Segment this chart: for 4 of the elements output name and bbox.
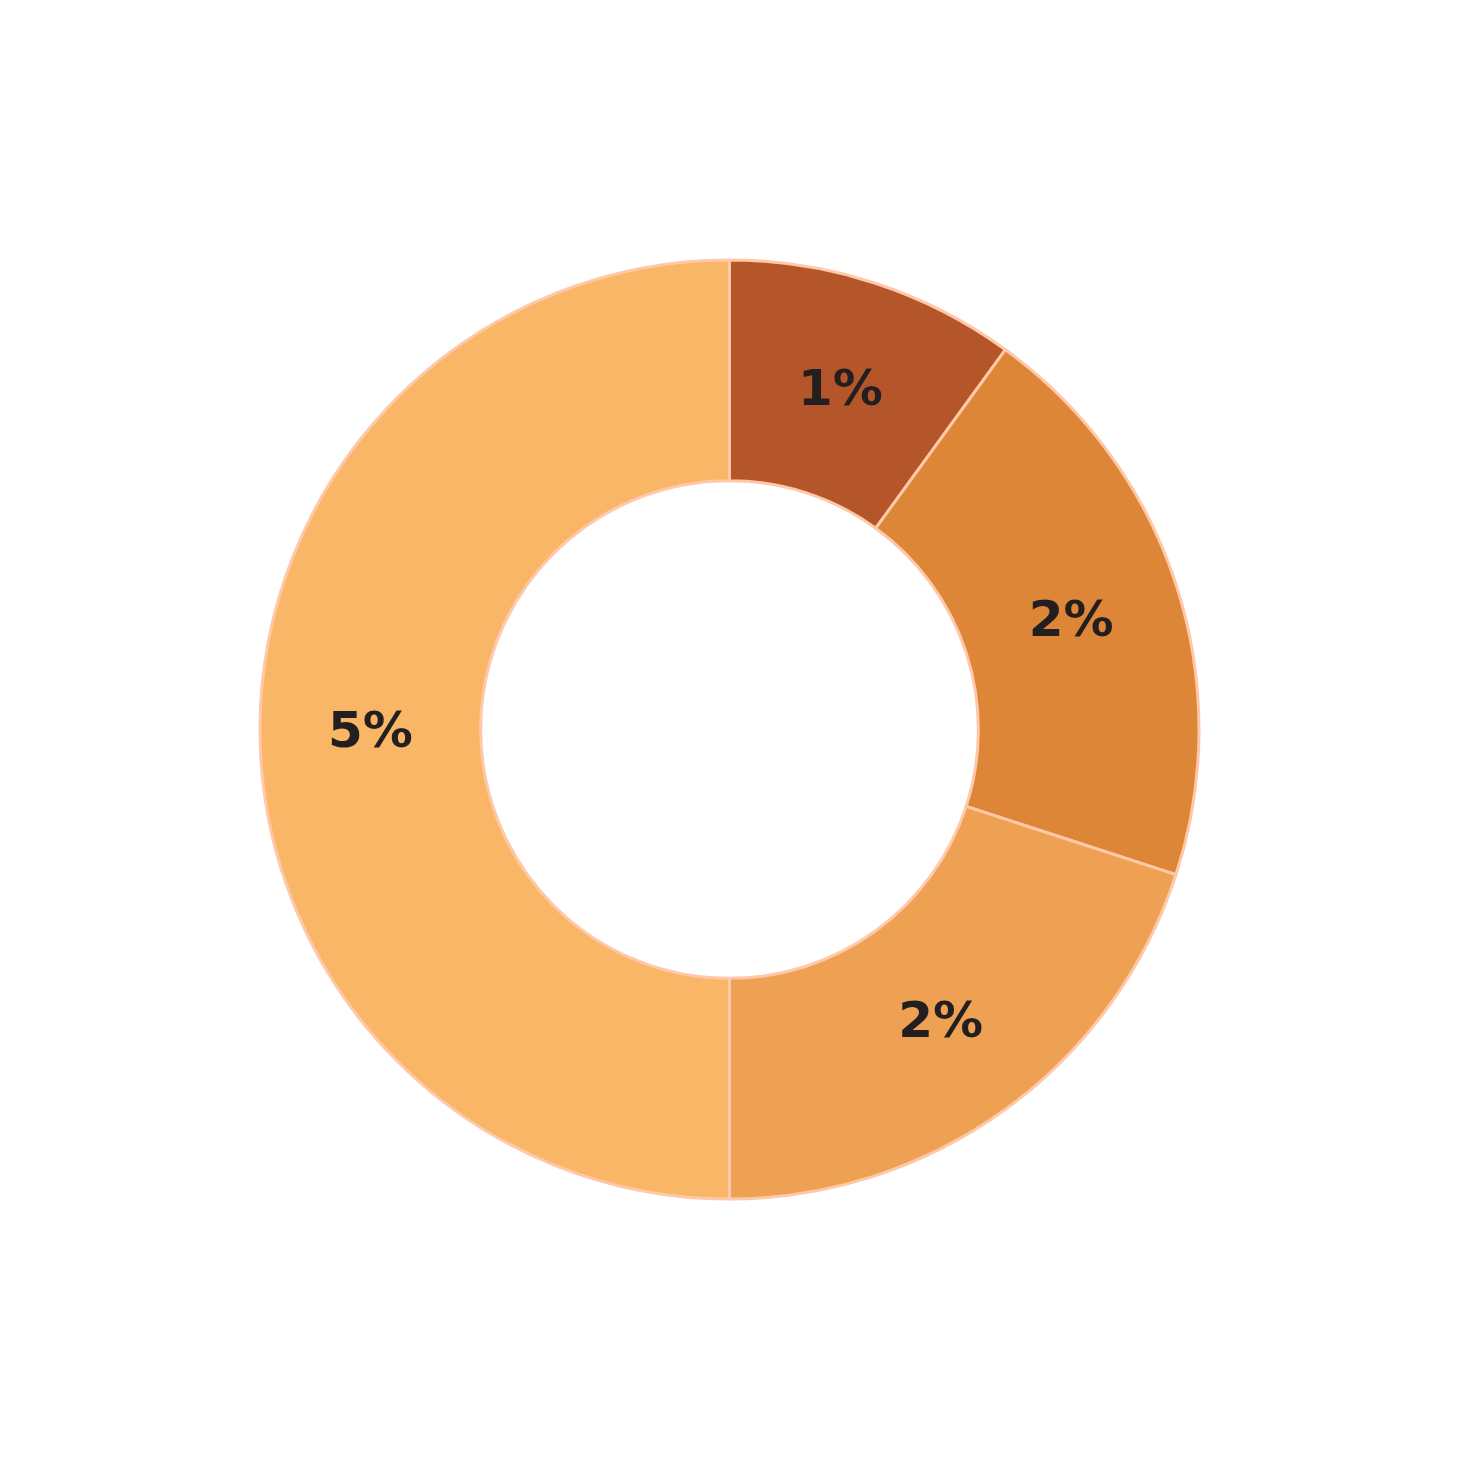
data-label: 2% bbox=[1028, 589, 1114, 648]
data-label: 2% bbox=[898, 991, 984, 1050]
data-label: 5% bbox=[327, 700, 413, 759]
data-label: 1% bbox=[798, 358, 883, 417]
